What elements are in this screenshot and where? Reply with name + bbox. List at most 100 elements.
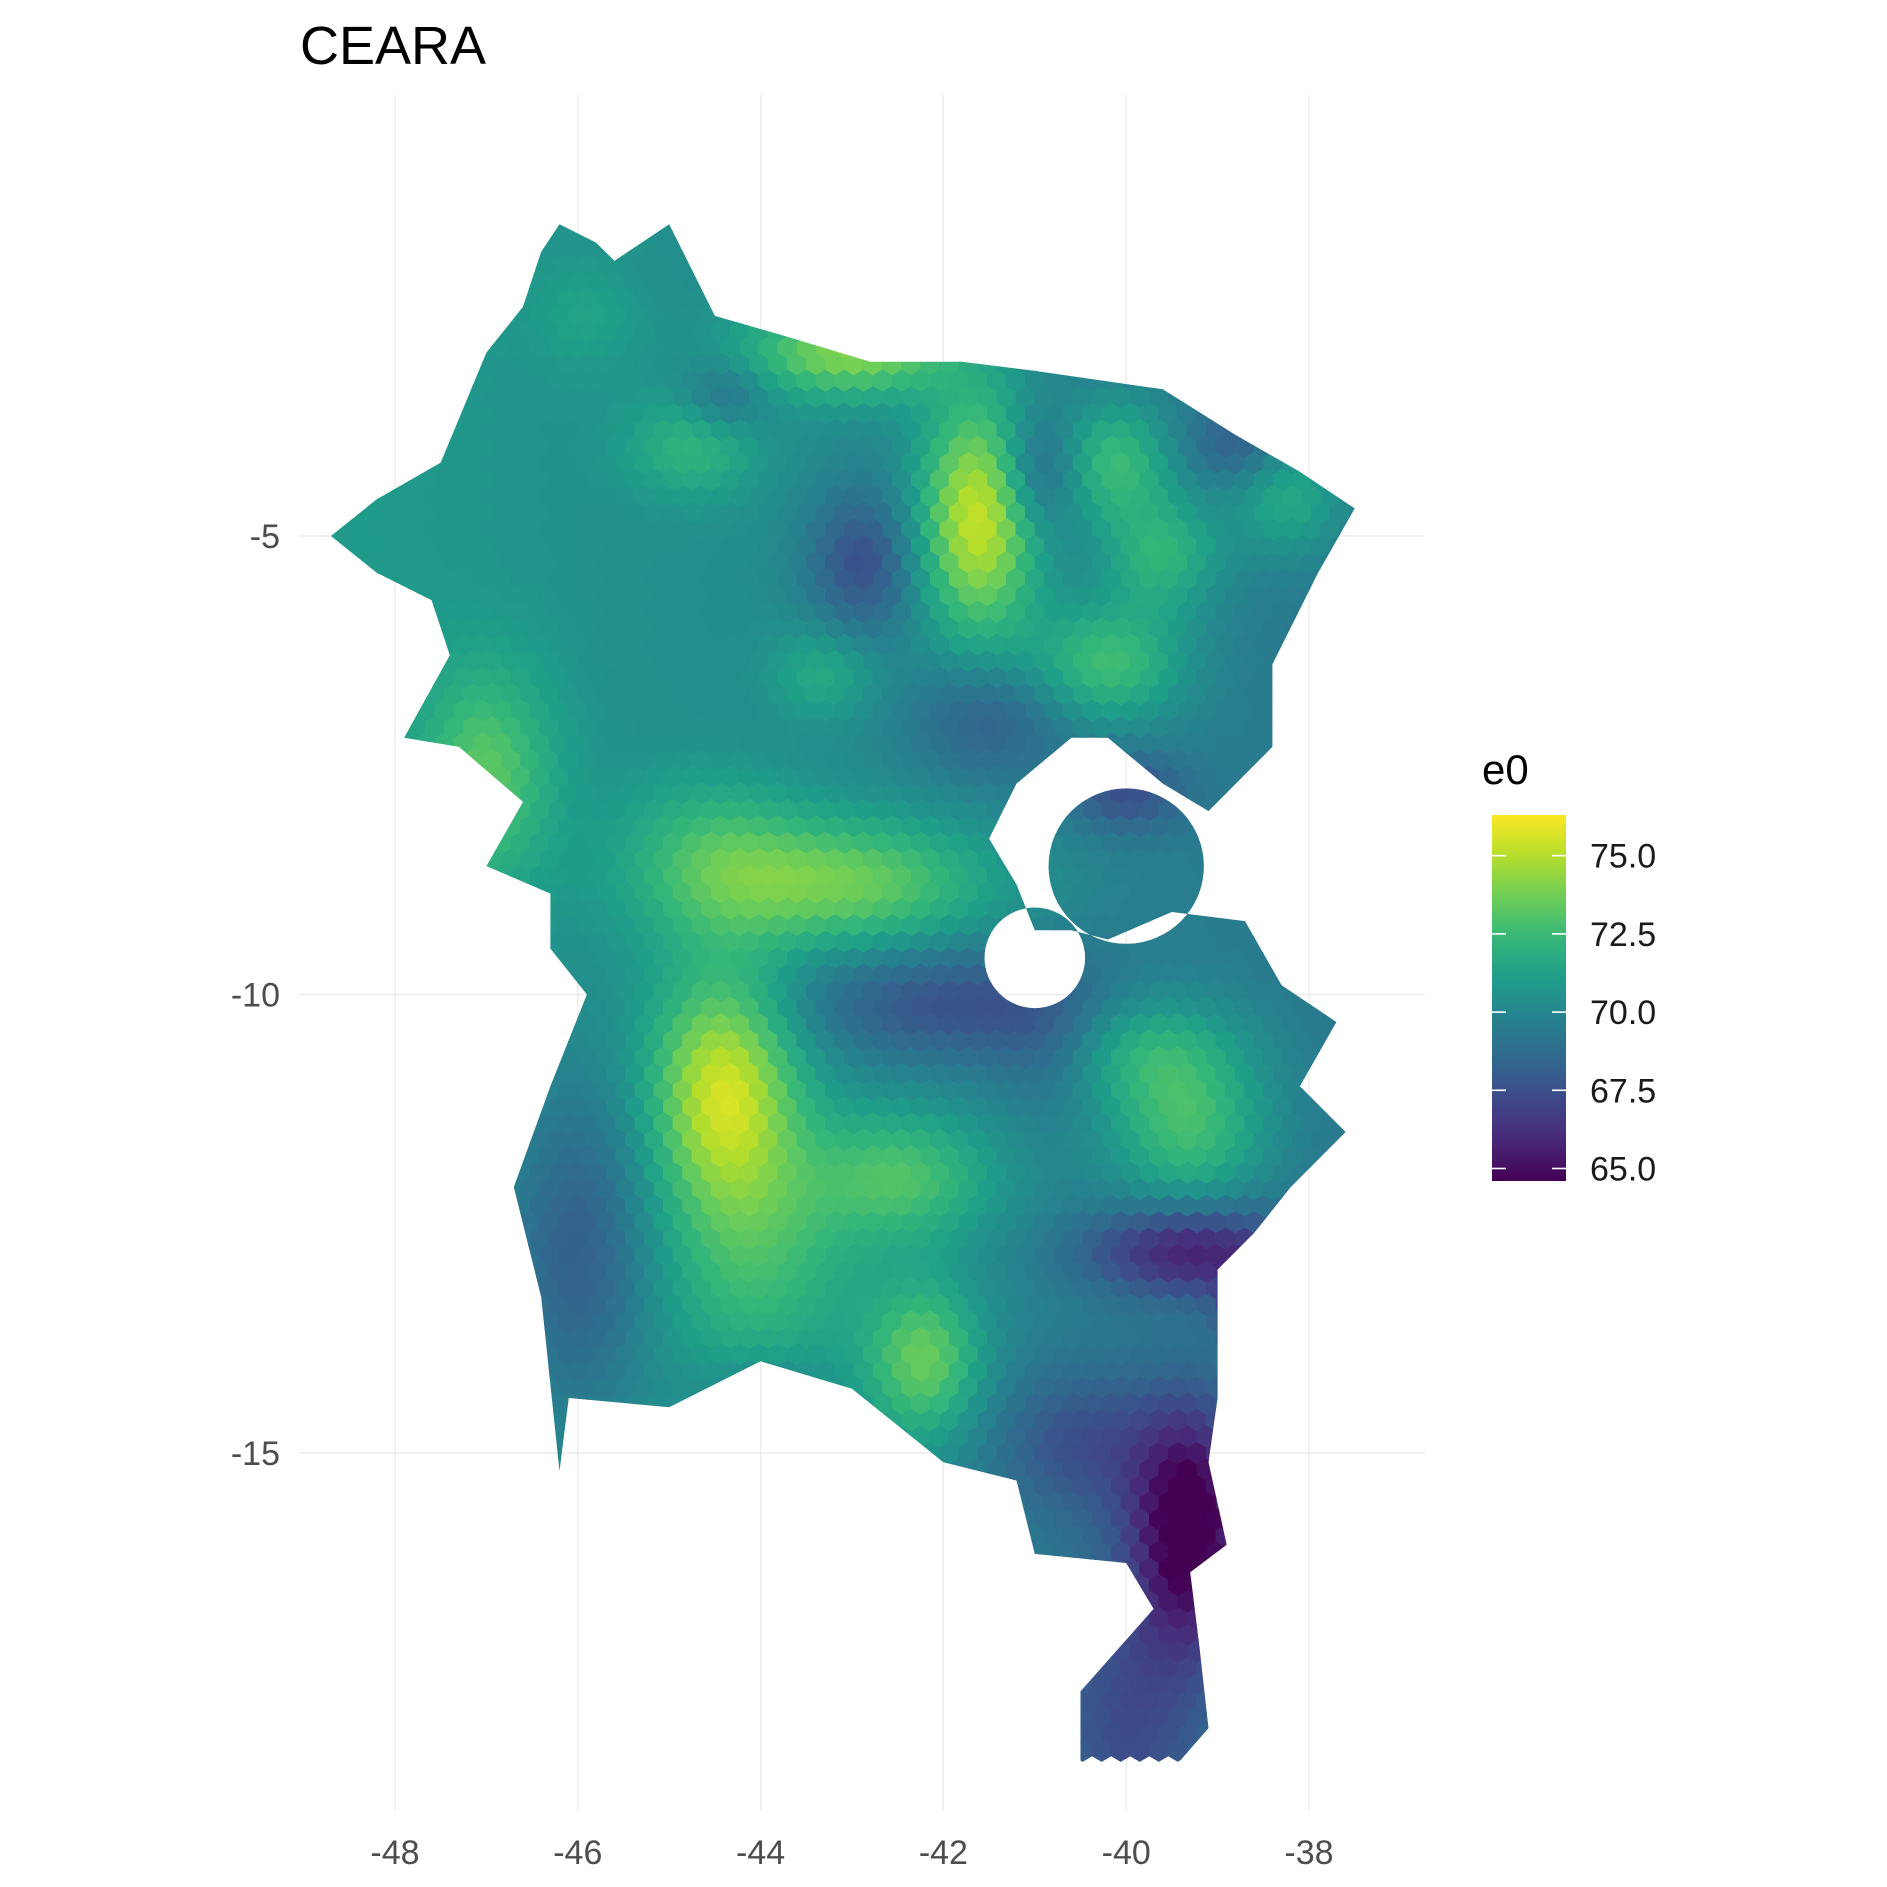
hex-cell: [1234, 1590, 1255, 1614]
hex-cell: [453, 1227, 474, 1251]
hex-cell: [1196, 369, 1217, 393]
hex-cell: [1082, 1590, 1102, 1614]
hex-cell: [339, 1128, 359, 1152]
hex-cell: [1120, 336, 1140, 360]
hex-cell: [1082, 1557, 1102, 1581]
hex-cell: [424, 1475, 445, 1498]
hex-cell: [453, 1623, 474, 1647]
hex-cell: [340, 139, 359, 161]
hex-cell: [463, 782, 483, 805]
hex-cell: [1339, 1574, 1355, 1597]
hex-cell: [1310, 963, 1331, 987]
hex-cell: [463, 1244, 483, 1267]
hex-cell: [1025, 139, 1044, 161]
hex-cell: [834, 270, 855, 294]
hex-cell: [415, 1062, 436, 1086]
hex-cell: [339, 1458, 359, 1482]
hex-cell: [339, 1326, 359, 1350]
hex-cell: [1339, 320, 1355, 343]
hex-cell: [377, 1062, 398, 1086]
hex-cell: [1034, 1574, 1055, 1597]
hex-cell: [331, 782, 350, 805]
hex-cell: [331, 353, 350, 376]
hex-cell: [1006, 303, 1026, 327]
hex-cell: [529, 1062, 550, 1086]
hex-cell: [786, 287, 807, 310]
hex-cell: [967, 1623, 988, 1647]
hex-cell: [377, 435, 398, 459]
hex-cell: [396, 1029, 417, 1053]
hex-cell: [331, 881, 350, 904]
hex-cell: [339, 1062, 359, 1086]
hex-cell: [367, 287, 388, 310]
hex-cell: [1187, 287, 1207, 310]
hex-cell: [1282, 683, 1302, 706]
hex-cell: [358, 303, 378, 327]
hex-cell: [977, 1508, 998, 1531]
hex-cell: [425, 156, 444, 178]
hex-cell: [377, 897, 398, 921]
hex-cell: [377, 963, 398, 987]
hex-cell: [1263, 287, 1283, 310]
hex-cell: [1359, 552, 1378, 574]
hex-cell: [358, 468, 378, 492]
hex-cell: [1330, 468, 1350, 492]
hex-cell: [1359, 651, 1378, 673]
hex-cell: [701, 1557, 721, 1581]
hex-cell: [605, 1491, 626, 1515]
hex-cell: [472, 897, 493, 921]
hex-cell: [1206, 881, 1226, 904]
hex-cell: [1129, 254, 1150, 277]
hex-cell: [331, 224, 340, 228]
hex-cell: [1196, 336, 1217, 360]
hex-cell: [1215, 864, 1236, 888]
hex-cell: [1168, 189, 1187, 211]
hex-cell: [1082, 270, 1102, 294]
hex-cell: [1225, 1607, 1245, 1630]
hex-cell: [605, 1623, 626, 1647]
hex-cell: [463, 1541, 483, 1564]
hex-cell: [358, 1491, 378, 1515]
hex-cell: [1053, 749, 1074, 772]
hex-cell: [331, 815, 350, 838]
hex-cell: [331, 1211, 350, 1234]
hex-cell: [502, 189, 521, 211]
hex-cell: [1330, 864, 1350, 888]
hex-cell: [1263, 1310, 1283, 1333]
hex-cell: [1187, 320, 1207, 343]
hex-cell: [339, 336, 359, 360]
hex-cell: [482, 1013, 502, 1036]
hex-cell: [1063, 336, 1083, 360]
hex-cell: [1101, 270, 1121, 294]
hex-cell: [358, 224, 378, 228]
hex-cell: [1168, 353, 1188, 376]
hex-cell: [424, 1145, 445, 1168]
hex-cell: [377, 1194, 398, 1218]
hex-cell: [331, 237, 340, 261]
hex-cell: [396, 1392, 417, 1416]
hex-cell: [443, 1409, 464, 1432]
hex-cell: [1225, 1475, 1245, 1498]
hex-cell: [415, 402, 436, 426]
hex-cell: [815, 1425, 836, 1449]
hex-cell: [1349, 930, 1355, 954]
hex-cell: [1206, 224, 1226, 244]
hex-cell: [891, 336, 912, 360]
hex-cell: [472, 1491, 493, 1515]
hex-cell: [1215, 224, 1236, 228]
hex-cell: [1225, 1376, 1245, 1399]
hex-cell: [386, 224, 407, 244]
hex-cell: [358, 1392, 378, 1416]
hex-cell: [967, 1557, 988, 1581]
hex-cell: [986, 1524, 1007, 1548]
hex-cell: [453, 1029, 474, 1053]
hex-cell: [1234, 1425, 1255, 1449]
hex-cell: [339, 930, 359, 954]
hex-cell: [339, 435, 359, 459]
hex-cell: [1234, 237, 1255, 261]
hex-cell: [529, 963, 550, 987]
hex-cell: [1234, 336, 1255, 360]
hex-cell: [1349, 172, 1368, 194]
hex-cell: [958, 1607, 979, 1630]
hex-cell: [577, 1409, 598, 1432]
